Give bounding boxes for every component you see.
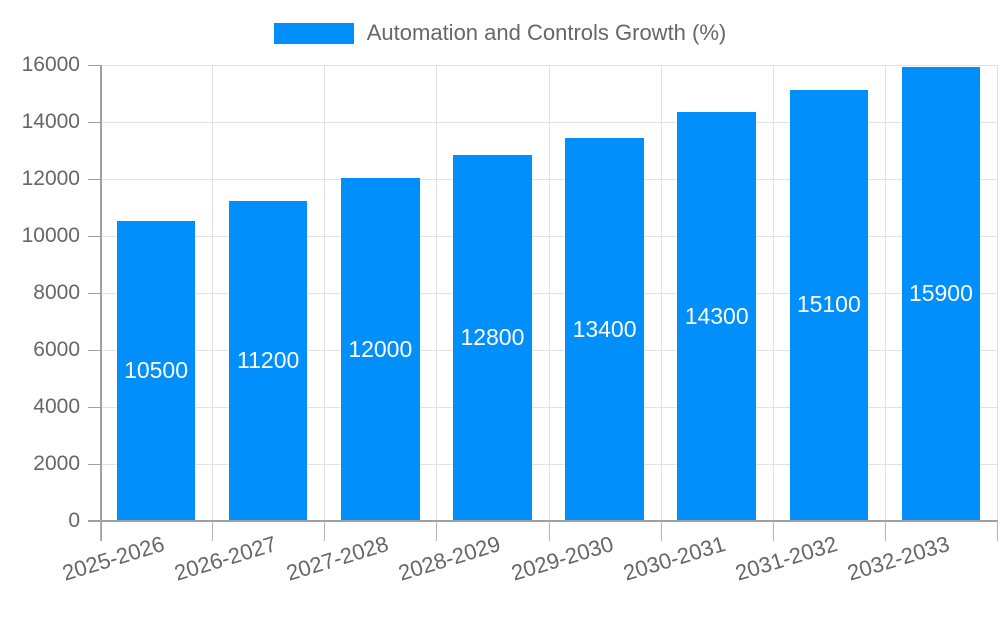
y-tick-mark xyxy=(88,121,100,123)
x-tick-mark xyxy=(772,521,774,541)
bar: 11200 xyxy=(228,200,308,520)
y-tick-mark xyxy=(88,520,100,522)
y-tick-label: 6000 xyxy=(33,338,80,361)
x-tick-mark xyxy=(997,521,998,541)
y-tick-label: 8000 xyxy=(33,281,80,304)
x-tick-mark xyxy=(324,521,326,541)
gridline-v xyxy=(660,65,662,521)
y-tick-label: 14000 xyxy=(21,110,80,133)
y-axis-line xyxy=(100,65,102,541)
plot-area: 0 2000 4000 6000 8000 10000 12000 14000 16000 105… xyxy=(22,53,998,586)
bar-value-label: 13400 xyxy=(572,315,637,342)
y-tick-label: 4000 xyxy=(33,395,80,418)
bar-value-label: 11200 xyxy=(237,346,300,373)
x-tick-mark xyxy=(660,521,662,541)
bar: 12800 xyxy=(453,155,532,520)
bar: 15900 xyxy=(901,66,981,520)
gridline-v xyxy=(548,65,550,521)
y-tick-mark xyxy=(88,64,100,66)
bar-value-label: 15900 xyxy=(908,279,973,306)
y-tick-label: 2000 xyxy=(33,452,80,475)
bar-value-label: 10500 xyxy=(124,356,189,383)
gridline-v xyxy=(884,65,886,521)
bar: 12000 xyxy=(341,178,420,520)
bar-value-label: 12000 xyxy=(348,335,413,362)
bar: 15100 xyxy=(789,89,869,520)
bar-chart: Automation and Controls Growth (%) 0 2000… xyxy=(0,20,1000,586)
y-tick-mark xyxy=(88,292,100,294)
bar-value-label: 12800 xyxy=(460,324,525,351)
legend[interactable]: Automation and Controls Growth (%) xyxy=(0,20,1000,46)
gridline-v xyxy=(997,65,998,521)
bar: 10500 xyxy=(116,220,196,520)
bar-value-label: 14300 xyxy=(684,302,749,329)
x-tick-mark xyxy=(548,521,550,541)
y-tick-mark xyxy=(88,235,100,237)
y-tick-label: 10000 xyxy=(21,224,80,247)
y-tick-label: 12000 xyxy=(21,167,80,190)
gridline-v xyxy=(772,65,774,521)
bar: 14300 xyxy=(677,112,756,520)
legend-swatch xyxy=(273,22,354,44)
y-tick-label: 16000 xyxy=(21,53,80,76)
bar: 13400 xyxy=(565,138,644,520)
x-axis-line xyxy=(88,520,998,522)
y-tick-mark xyxy=(88,406,100,408)
x-tick-mark xyxy=(436,521,438,541)
y-tick-mark xyxy=(88,463,100,465)
y-tick-label: 0 xyxy=(68,509,80,532)
y-tick-mark xyxy=(88,178,100,180)
x-tick-mark xyxy=(212,521,214,541)
gridline-v xyxy=(212,65,214,521)
bar-value-label: 15100 xyxy=(796,291,861,318)
x-tick-mark xyxy=(100,521,101,541)
legend-label: Automation and Controls Growth (%) xyxy=(366,20,727,45)
y-tick-mark xyxy=(88,349,100,351)
gridline-v xyxy=(324,65,326,521)
gridline-v xyxy=(436,65,438,521)
x-tick-mark xyxy=(884,521,886,541)
